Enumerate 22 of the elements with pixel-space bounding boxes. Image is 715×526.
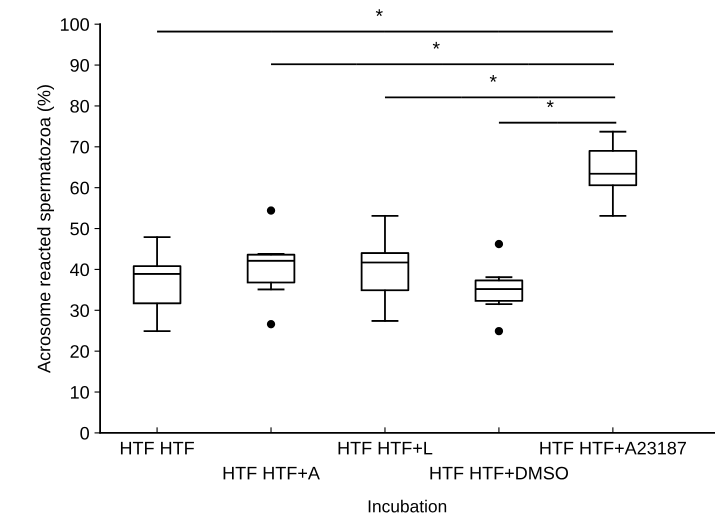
y-tick-label: 70 bbox=[70, 140, 89, 154]
y-tick-label: 50 bbox=[70, 222, 89, 236]
x-tick-label: HTF HTF bbox=[120, 442, 194, 454]
y-tick-label: 40 bbox=[70, 263, 89, 276]
x-tick-label: HTF HTF+A bbox=[224, 466, 320, 480]
y-tick-label: 20 bbox=[70, 345, 89, 358]
x-tick-label: HTF HTF+L bbox=[338, 442, 432, 454]
y-tick-label: 30 bbox=[70, 304, 89, 318]
y-tick-label: 10 bbox=[70, 386, 89, 399]
annotation: * bbox=[432, 42, 440, 49]
y-axis-title: Acrosome reacted spermatozoa (%) bbox=[37, 85, 54, 374]
x-axis-title: Incubation bbox=[368, 500, 446, 512]
y-tick-label: 90 bbox=[70, 59, 89, 72]
x-tick-label: HTF HTF+A23187 bbox=[540, 442, 686, 454]
y-tick-label: 0 bbox=[80, 426, 89, 440]
x-tick-label: HTF HTF+DMSO bbox=[430, 466, 568, 480]
text: * bbox=[376, 9, 383, 16]
annotation: * bbox=[490, 75, 497, 82]
y-tick-label: 100 bbox=[60, 18, 89, 31]
y-tick-label: 80 bbox=[70, 100, 89, 113]
y-tick-label: 60 bbox=[70, 182, 89, 194]
annotation: * bbox=[546, 100, 554, 108]
